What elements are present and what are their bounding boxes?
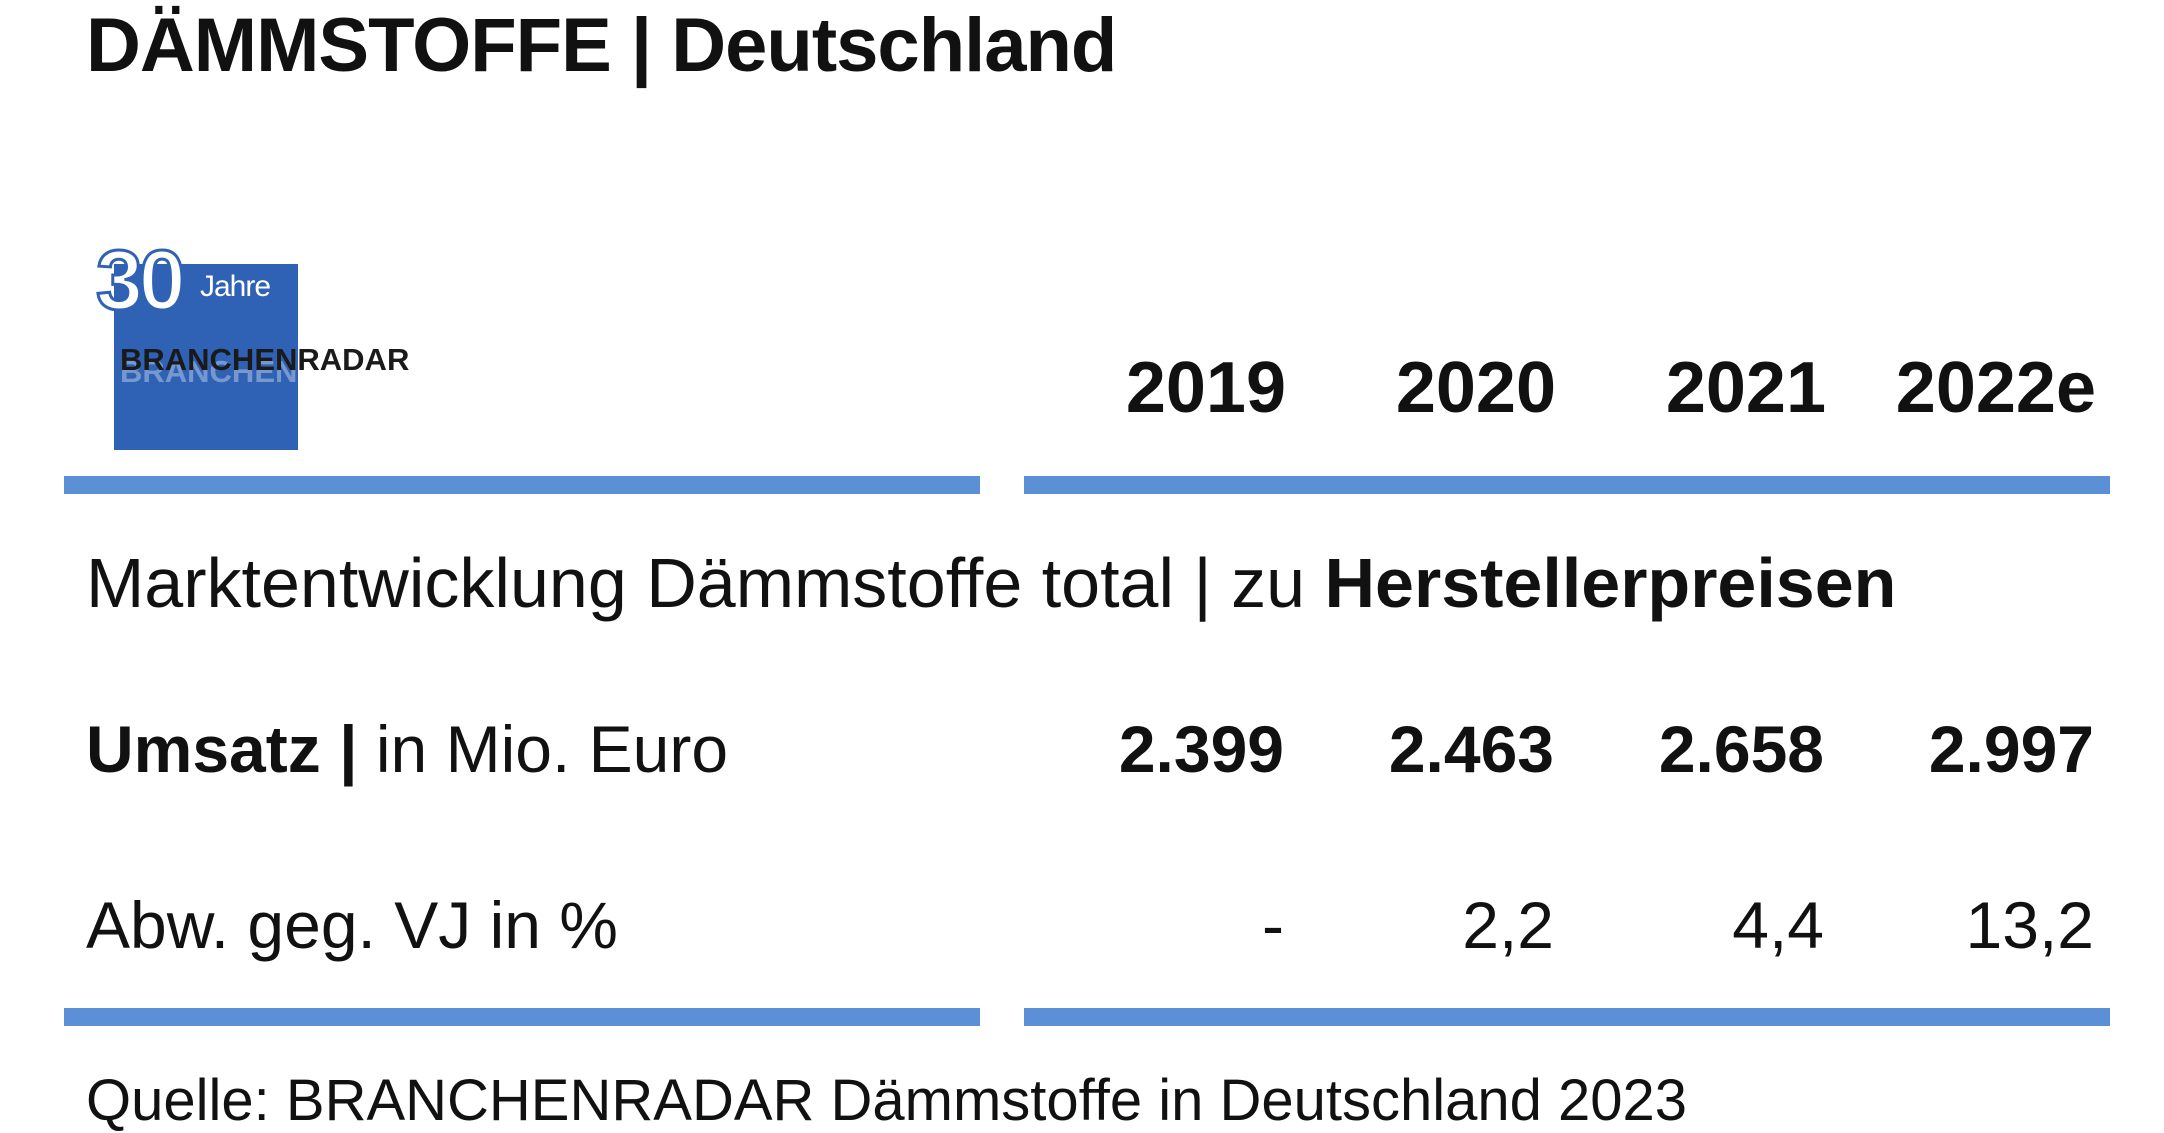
branchenradar-logo: [114, 264, 298, 450]
year-header-2021: 2021: [1665, 348, 1826, 428]
logo-brand-shadow: BRANCHEN: [120, 354, 298, 389]
source-note: Quelle: BRANCHENRADAR Dämmstoffe in Deut…: [86, 1068, 1688, 1133]
cell-abweichung-2020: 2,2: [1462, 888, 1554, 962]
header-rule-right: [1024, 476, 2110, 494]
logo-jahre-label: Jahre: [200, 270, 271, 303]
row-label-umsatz-unit: in Mio. Euro: [357, 712, 729, 786]
cell-abweichung-2022e: 13,2: [1965, 888, 2094, 962]
cell-umsatz-2019: 2.399: [1118, 712, 1284, 786]
cell-umsatz-2022e: 2.997: [1928, 712, 2094, 786]
cell-abweichung-2019: -: [1262, 888, 1284, 962]
cell-abweichung-2021: 4,4: [1732, 888, 1824, 962]
subtitle-regular: Marktentwicklung Dämmstoffe total | zu: [86, 544, 1325, 622]
cell-umsatz-2020: 2.463: [1388, 712, 1554, 786]
row-label-umsatz-bold: Umsatz |: [86, 712, 358, 786]
logo-brand-part2: RADAR: [297, 342, 410, 377]
footer-rule-left: [64, 1008, 980, 1026]
logo-brand-text: BRANCHENRADAR: [120, 344, 409, 375]
cell-umsatz-2021: 2.658: [1658, 712, 1824, 786]
year-header-2022e: 2022e: [1895, 348, 2096, 428]
row-label-abweichung: Abw. geg. VJ in %: [86, 888, 618, 962]
logo-brand-part1: BRANCHEN: [120, 342, 298, 377]
page-title: DÄMMSTOFFE | Deutschland: [86, 3, 1117, 88]
logo-anniversary-number: 30: [94, 233, 186, 327]
year-header-2020: 2020: [1395, 348, 1556, 428]
footer-rule-right: [1024, 1008, 2110, 1026]
table-subtitle: Marktentwicklung Dämmstoffe total | zu H…: [86, 548, 1896, 618]
subtitle-bold: Herstellerpreisen: [1324, 544, 1897, 622]
year-header-2019: 2019: [1125, 348, 1286, 428]
row-label-umsatz: Umsatz | in Mio. Euro: [86, 716, 728, 782]
header-rule-left: [64, 476, 980, 494]
